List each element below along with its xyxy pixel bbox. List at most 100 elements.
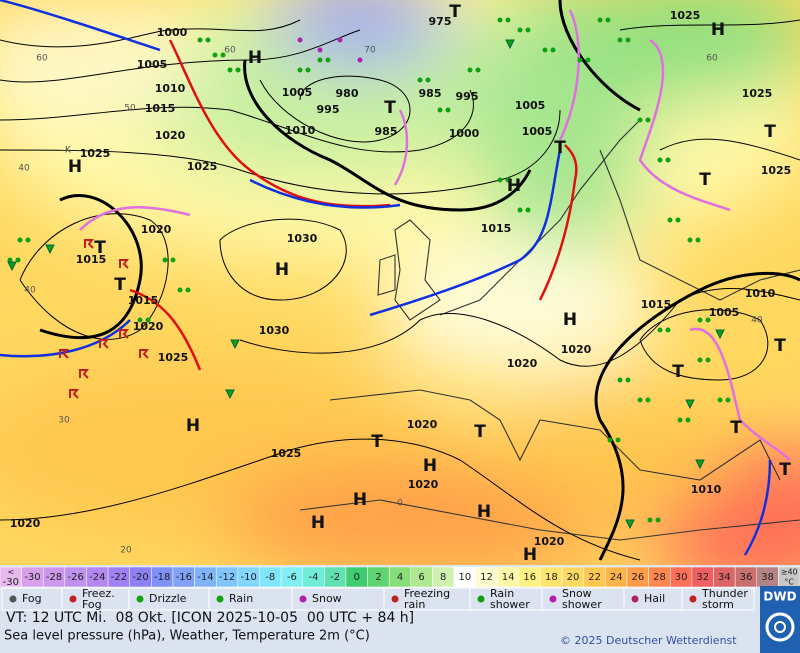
symbol-icon bbox=[549, 595, 557, 603]
scale-label: 20 bbox=[567, 572, 580, 583]
pressure-label: 1025 bbox=[187, 160, 218, 173]
snow-dot bbox=[357, 57, 363, 63]
pressure-label: 1025 bbox=[271, 447, 302, 460]
rain-dot bbox=[705, 317, 711, 323]
scale-label: ≥40 bbox=[781, 568, 798, 577]
pressure-system: H bbox=[563, 310, 577, 330]
pressure-label: 1010 bbox=[691, 483, 722, 496]
scale-label: 10 bbox=[458, 572, 471, 583]
rain-dot bbox=[227, 67, 233, 73]
pressure-label: 985 bbox=[375, 125, 398, 138]
scale-label: 32 bbox=[696, 572, 709, 583]
symbol-label: Freez. Fog bbox=[82, 587, 115, 611]
scale-label: -30 bbox=[24, 572, 40, 583]
snow-dot bbox=[297, 37, 303, 43]
rain-dot bbox=[637, 117, 643, 123]
snow-dot bbox=[317, 47, 323, 53]
pressure-label: 1020 bbox=[133, 320, 164, 333]
rain-dot bbox=[317, 57, 323, 63]
rain-dot bbox=[607, 437, 613, 443]
grid-label: 60 bbox=[706, 54, 718, 64]
legend: <-30 -30 -28 -26 -24 -22 -20 -18 -16 -14 -12 -10 -8-… bbox=[0, 565, 800, 653]
symbol-icon bbox=[689, 595, 697, 603]
coastlines bbox=[299, 119, 800, 541]
pressure-label: 1020 bbox=[561, 343, 592, 356]
scale-label: -22 bbox=[111, 572, 127, 583]
pressure-label: 1025 bbox=[158, 351, 189, 364]
rain-dot bbox=[697, 317, 703, 323]
scale-label: -2 bbox=[330, 572, 340, 583]
rain-dot bbox=[605, 17, 611, 23]
symbol-label: Rain bbox=[229, 592, 253, 605]
thunderstorm bbox=[99, 339, 109, 349]
map-description: Sea level pressure (hPa), Weather, Tempe… bbox=[4, 629, 370, 644]
rain-dot bbox=[517, 27, 523, 33]
rain-dot bbox=[577, 57, 583, 63]
pressure-label: 1005 bbox=[282, 86, 313, 99]
pressure-system: H bbox=[423, 456, 437, 476]
shower bbox=[695, 459, 705, 470]
valid-time: VT: 12 UTC Mi. 08 Okt. [ICON 2025-10-05 … bbox=[6, 610, 414, 626]
snow-dot bbox=[337, 37, 343, 43]
rain-dot bbox=[617, 377, 623, 383]
scale-label: 38 bbox=[761, 572, 774, 583]
rain-dot bbox=[717, 397, 723, 403]
pressure-label: 1000 bbox=[449, 127, 480, 140]
pressure-label: 1010 bbox=[155, 82, 186, 95]
pressure-label: 1015 bbox=[76, 253, 107, 266]
symbol-icon bbox=[299, 595, 307, 603]
rain-dot bbox=[497, 17, 503, 23]
rain-dot bbox=[417, 77, 423, 83]
symbol-label: Rain shower bbox=[490, 587, 530, 611]
rain-dot bbox=[145, 317, 151, 323]
pressure-system: H bbox=[311, 513, 325, 533]
rain-dot bbox=[647, 517, 653, 523]
pressure-system: T bbox=[384, 98, 396, 118]
pressure-label: 985 bbox=[419, 87, 442, 100]
symbol-icon bbox=[477, 595, 485, 603]
scale-label: -18 bbox=[154, 572, 170, 583]
pressure-system: H bbox=[68, 157, 82, 177]
pressure-system: T bbox=[774, 336, 786, 356]
rain-dot bbox=[542, 47, 548, 53]
grid-label: 0 bbox=[397, 499, 403, 509]
grid-label: 70 bbox=[364, 46, 376, 56]
rain-dot bbox=[677, 417, 683, 423]
rain-dot bbox=[177, 287, 183, 293]
pressure-label: 1020 bbox=[507, 357, 538, 370]
pressure-label: 995 bbox=[317, 103, 340, 116]
scale-label: 26 bbox=[631, 572, 644, 583]
grid-label: 30 bbox=[58, 416, 70, 426]
rain-dot bbox=[617, 37, 623, 43]
grid-label: 40 bbox=[751, 316, 763, 326]
scale-label: -24 bbox=[89, 572, 105, 583]
isobars bbox=[0, 19, 800, 561]
pressure-system: T bbox=[779, 460, 791, 480]
pressure-system: H bbox=[507, 176, 521, 196]
pressure-system: T bbox=[730, 418, 742, 438]
pressure-system: T bbox=[474, 422, 486, 442]
rain-dot bbox=[625, 377, 631, 383]
scale-label: -4 bbox=[309, 572, 319, 583]
scale-label: 30 bbox=[675, 572, 688, 583]
logo-swirl bbox=[774, 621, 786, 633]
scale-label: -14 bbox=[197, 572, 213, 583]
grid-label: 20 bbox=[120, 546, 132, 556]
rain-dot bbox=[7, 257, 13, 263]
grid-label: 60 bbox=[224, 46, 236, 56]
grid-label: 60 bbox=[36, 54, 48, 64]
scale-label: 4 bbox=[397, 572, 403, 583]
shower bbox=[230, 339, 240, 350]
shower bbox=[7, 261, 17, 272]
rain-dot bbox=[525, 27, 531, 33]
pressure-system: H bbox=[711, 20, 725, 40]
rain-dot bbox=[505, 177, 511, 183]
grid-label: 40 bbox=[18, 164, 30, 174]
isobars-1015 bbox=[39, 0, 800, 561]
scale-label: < bbox=[7, 568, 14, 577]
pressure-label: 1020 bbox=[534, 535, 565, 548]
rain-dot bbox=[505, 17, 511, 23]
copyright: © 2025 Deutscher Wetterdienst bbox=[560, 634, 737, 647]
rain-dot bbox=[17, 237, 23, 243]
